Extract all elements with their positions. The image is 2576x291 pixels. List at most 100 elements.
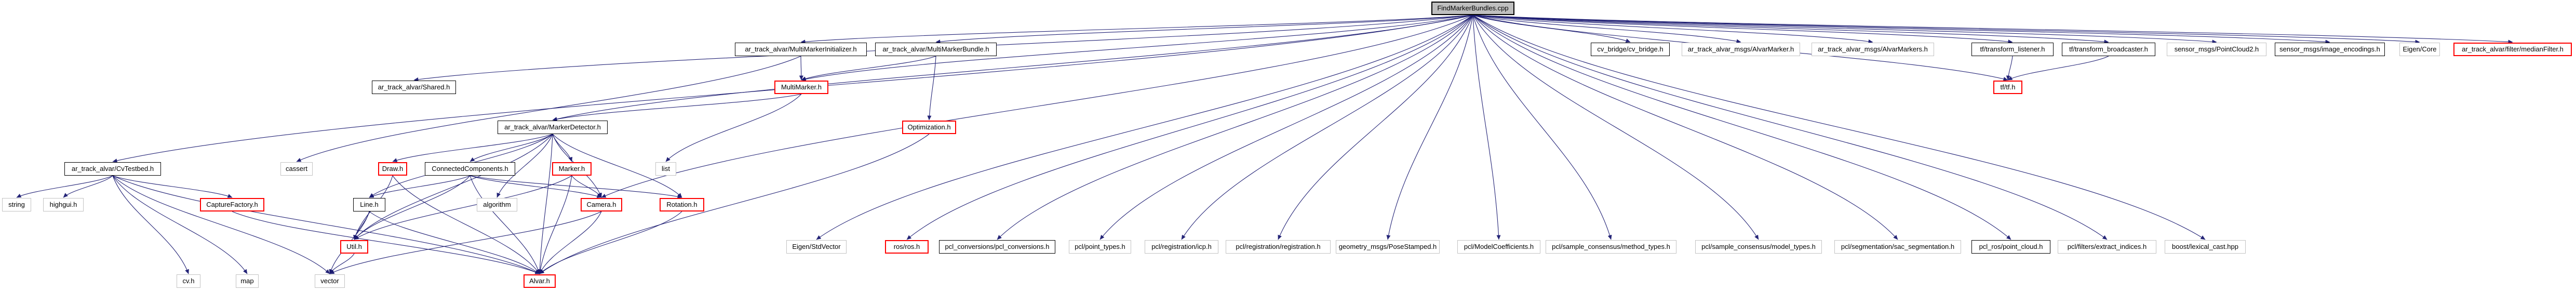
edge-root-model_types — [1472, 15, 1759, 240]
graph-node-marker_detector[interactable]: ar_track_alvar/MarkerDetector.h — [498, 121, 608, 134]
graph-node-util[interactable]: Util.h — [340, 240, 368, 254]
graph-node-concomp[interactable]: ConnectedComponents.h — [425, 162, 515, 176]
edge-cvtestbed-string — [16, 175, 113, 198]
edge-root-registration — [1278, 15, 1473, 240]
graph-node-tf_listener[interactable]: tf/transform_listener.h — [1971, 43, 2054, 56]
graph-node-pcl_ros[interactable]: pcl_ros/point_cloud.h — [1971, 240, 2050, 254]
graph-node-cv_bridge[interactable]: cv_bridge/cv_bridge.h — [1591, 43, 1670, 56]
edge-marker_detector-algorithm — [497, 134, 553, 198]
graph-node-algorithm: algorithm — [477, 198, 517, 211]
edge-root-marker_detector — [552, 15, 1473, 121]
edge-line-alvar — [369, 211, 540, 274]
graph-node-highgui: highgui.h — [43, 198, 84, 211]
edge-root-ros — [906, 15, 1473, 240]
graph-node-alvar_marker: ar_track_alvar_msgs/AlvarMarker.h — [1682, 43, 1800, 56]
graph-node-shared[interactable]: ar_track_alvar/Shared.h — [372, 81, 456, 94]
edge-root-mm_bundle — [935, 15, 1473, 44]
edge-camera-alvar — [539, 211, 602, 274]
graph-node-marker[interactable]: Marker.h — [552, 162, 592, 176]
edge-util-vector — [329, 253, 355, 274]
graph-node-pcl_conv[interactable]: pcl_conversions/pcl_conversions.h — [939, 240, 1055, 254]
edge-root-pcl_conv — [997, 15, 1473, 240]
graph-node-rotation[interactable]: Rotation.h — [660, 198, 704, 211]
graph-node-cvtestbed[interactable]: ar_track_alvar/CvTestbed.h — [64, 162, 161, 176]
graph-node-cassert: cassert — [280, 162, 313, 176]
edge-multimarker-list — [665, 94, 802, 162]
edge-root-alvar_markers — [1472, 15, 1873, 44]
edge-concomp-alvar — [469, 175, 541, 274]
edge-cvtestbed-alvar — [112, 175, 540, 274]
edge-multimarker-marker_detector — [552, 94, 802, 122]
graph-node-mm_init[interactable]: ar_track_alvar/MultiMarkerInitializer.h — [735, 43, 867, 56]
graph-node-tf_broadcaster[interactable]: tf/transform_broadcaster.h — [2062, 43, 2155, 56]
edge-root-image_enc — [1472, 15, 2330, 44]
graph-node-alvar[interactable]: Alvar.h — [524, 274, 556, 288]
edge-root-method_types — [1472, 15, 1612, 240]
edge-root-alvar_marker — [1472, 15, 1741, 44]
edge-mm_bundle-multimarker — [801, 56, 936, 81]
edge-marker_detector-alvar — [538, 134, 553, 274]
edge-root-sac_seg — [1472, 15, 1898, 240]
graph-node-method_types: pcl/sample_consensus/method_types.h — [1546, 240, 1676, 254]
edge-root-median_filter — [1472, 15, 2513, 44]
graph-node-point_types: pcl/point_types.h — [1069, 240, 1131, 254]
edge-camera-vector — [329, 211, 602, 274]
edge-mm_init-cassert — [296, 56, 801, 162]
edge-mm_bundle-optimization — [927, 56, 936, 121]
graph-node-eigen_core: Eigen/Core — [2399, 43, 2440, 56]
graph-node-string: string — [2, 198, 31, 211]
graph-node-icp: pcl/registration/icp.h — [1145, 240, 1218, 254]
edge-root-stdvector — [816, 15, 1473, 240]
graph-node-root[interactable]: FindMarkerBundles.cpp — [1431, 2, 1514, 15]
graph-node-camera[interactable]: Camera.h — [581, 198, 622, 211]
graph-node-registration: pcl/registration/registration.h — [1226, 240, 1331, 254]
edge-draw-alvar — [392, 175, 540, 274]
graph-node-alvar_markers: ar_track_alvar_msgs/AlvarMarkers.h — [1812, 43, 1934, 56]
edge-root-lexical — [1472, 15, 2206, 240]
graph-node-image_enc[interactable]: sensor_msgs/image_encodings.h — [2275, 43, 2385, 56]
edge-cvtestbed-vector — [112, 175, 330, 274]
edge-root-eigen_core — [1472, 15, 2420, 44]
edge-concomp-rotation — [469, 175, 682, 199]
edge-marker_detector-util — [354, 134, 553, 240]
graph-node-optimization[interactable]: Optimization.h — [902, 121, 956, 134]
graph-node-ros[interactable]: ros/ros.h — [885, 240, 929, 254]
graph-node-model_types: pcl/sample_consensus/model_types.h — [1695, 240, 1822, 254]
graph-node-draw[interactable]: Draw.h — [378, 162, 407, 176]
graph-node-stdvector: Eigen/StdVector — [786, 240, 847, 254]
edge-root-pcl_ros — [1472, 15, 2011, 240]
graph-node-multimarker[interactable]: MultiMarker.h — [774, 81, 828, 94]
edge-marker_detector-draw — [392, 134, 553, 162]
edge-tf_listener-tf_tf — [2006, 56, 2013, 81]
graph-node-capturefactory[interactable]: CaptureFactory.h — [200, 198, 264, 211]
edge-rotation-alvar — [539, 211, 682, 274]
edge-capturefactory-alvar — [232, 211, 540, 274]
edge-marker-util — [354, 175, 572, 240]
edge-root-point_types — [1099, 15, 1473, 240]
edge-cvtestbed-highgui — [63, 175, 113, 198]
graph-node-line[interactable]: Line.h — [353, 198, 385, 211]
graph-node-sac_seg: pcl/segmentation/sac_segmentation.h — [1834, 240, 1961, 254]
edge-root-camera — [601, 15, 1473, 198]
graph-node-posestamped: geometry_msgs/PoseStamped.h — [1336, 240, 1440, 254]
graph-node-median_filter[interactable]: ar_track_alvar/filter/medianFilter.h — [2453, 43, 2572, 56]
graph-node-tf_tf[interactable]: tf/tf.h — [1993, 81, 2022, 94]
graph-node-mm_bundle[interactable]: ar_track_alvar/MultiMarkerBundle.h — [875, 43, 997, 56]
edge-root-posestamped — [1386, 15, 1473, 240]
edge-optimization-alvar — [539, 134, 930, 274]
edge-cvtestbed-map — [112, 175, 248, 274]
edge-root-multimarker — [801, 15, 1473, 82]
edge-marker_detector-concomp — [469, 134, 553, 162]
edge-concomp-line — [369, 175, 471, 198]
graph-node-cv_h: cv.h — [177, 274, 200, 288]
edge-root-icp — [1181, 15, 1473, 240]
edge-root-tf_listener — [1472, 15, 2013, 44]
edge-marker_detector-rotation — [552, 134, 682, 198]
edge-marker-camera — [571, 175, 602, 198]
edge-root-tf_broadcaster — [1472, 15, 2109, 44]
edge-marker-alvar — [538, 175, 572, 274]
edge-tf_broadcaster-tf_tf — [2007, 56, 2109, 81]
edge-root-modelcoef — [1472, 15, 1501, 240]
edge-root-mm_init — [800, 15, 1473, 44]
